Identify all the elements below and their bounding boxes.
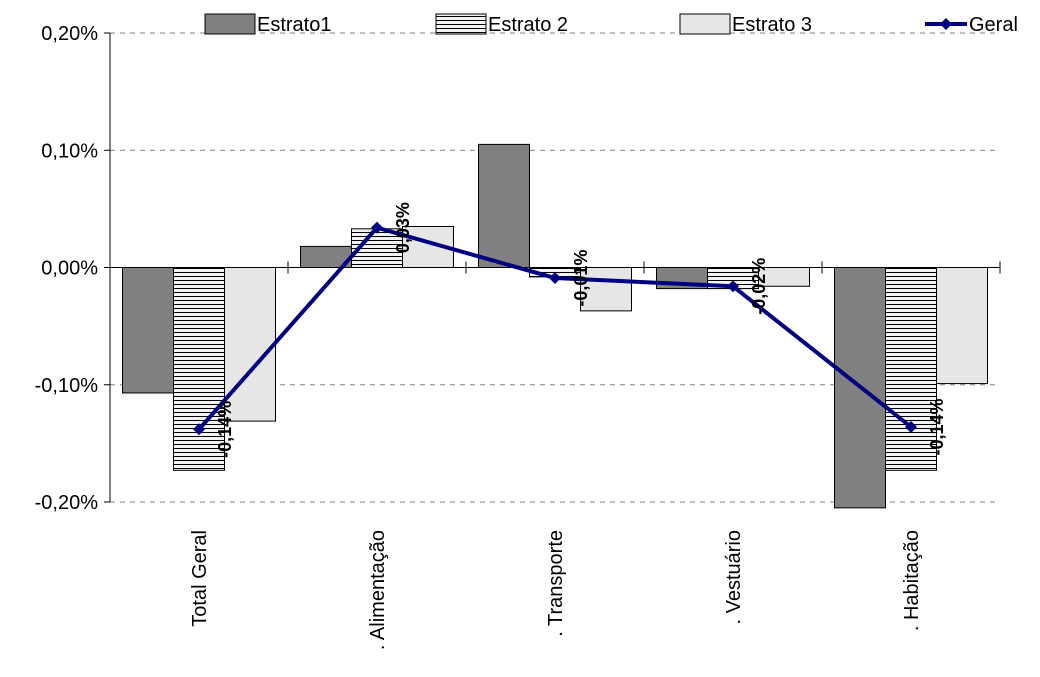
line-marker xyxy=(727,280,739,293)
category-label: . Habitação xyxy=(901,530,923,631)
legend-label: Estrato1 xyxy=(257,14,331,36)
data-label: 0,03% xyxy=(393,202,413,253)
y-tick-label: 0,20% xyxy=(41,23,98,45)
line-marker xyxy=(905,420,917,433)
legend-swatch xyxy=(435,13,487,35)
legend-line-marker xyxy=(940,18,952,30)
line-marker xyxy=(549,272,561,285)
y-tick-label: -0,20% xyxy=(35,492,99,514)
category-label: . Transporte xyxy=(545,530,567,637)
data-label: -0,14% xyxy=(927,398,947,455)
bar xyxy=(936,267,988,385)
y-tick-label: 0,10% xyxy=(41,140,98,162)
bar xyxy=(224,267,276,422)
category-label: . Vestuário xyxy=(723,530,745,625)
legend-label: Estrato 2 xyxy=(488,14,568,36)
category-label: Total Geral xyxy=(189,530,211,627)
bar xyxy=(173,267,225,471)
legend: Estrato1 Estrato 2 Estrato 3 Geral xyxy=(204,13,1018,36)
line-marker xyxy=(193,423,205,436)
line-series xyxy=(193,221,917,436)
bar xyxy=(885,267,937,471)
y-tick-label: 0,00% xyxy=(41,258,98,280)
bar xyxy=(122,267,174,394)
legend-label: Estrato 3 xyxy=(732,14,812,36)
bar xyxy=(758,267,810,287)
legend-swatch xyxy=(679,13,731,35)
legend-swatch xyxy=(204,13,256,35)
y-tick-label: -0,10% xyxy=(35,375,99,397)
line-marker xyxy=(371,221,383,234)
data-labels: -0,14% 0,03% -0,01% -0,02% -0,14% xyxy=(215,202,947,458)
category-label: . Alimentação xyxy=(367,530,389,650)
data-label: -0,01% xyxy=(571,250,591,307)
legend-label: Geral xyxy=(969,14,1018,36)
bar xyxy=(580,267,632,312)
data-label: -0,02% xyxy=(749,258,769,315)
data-label: -0,14% xyxy=(215,401,235,458)
bars xyxy=(122,143,988,509)
bar xyxy=(478,143,530,268)
